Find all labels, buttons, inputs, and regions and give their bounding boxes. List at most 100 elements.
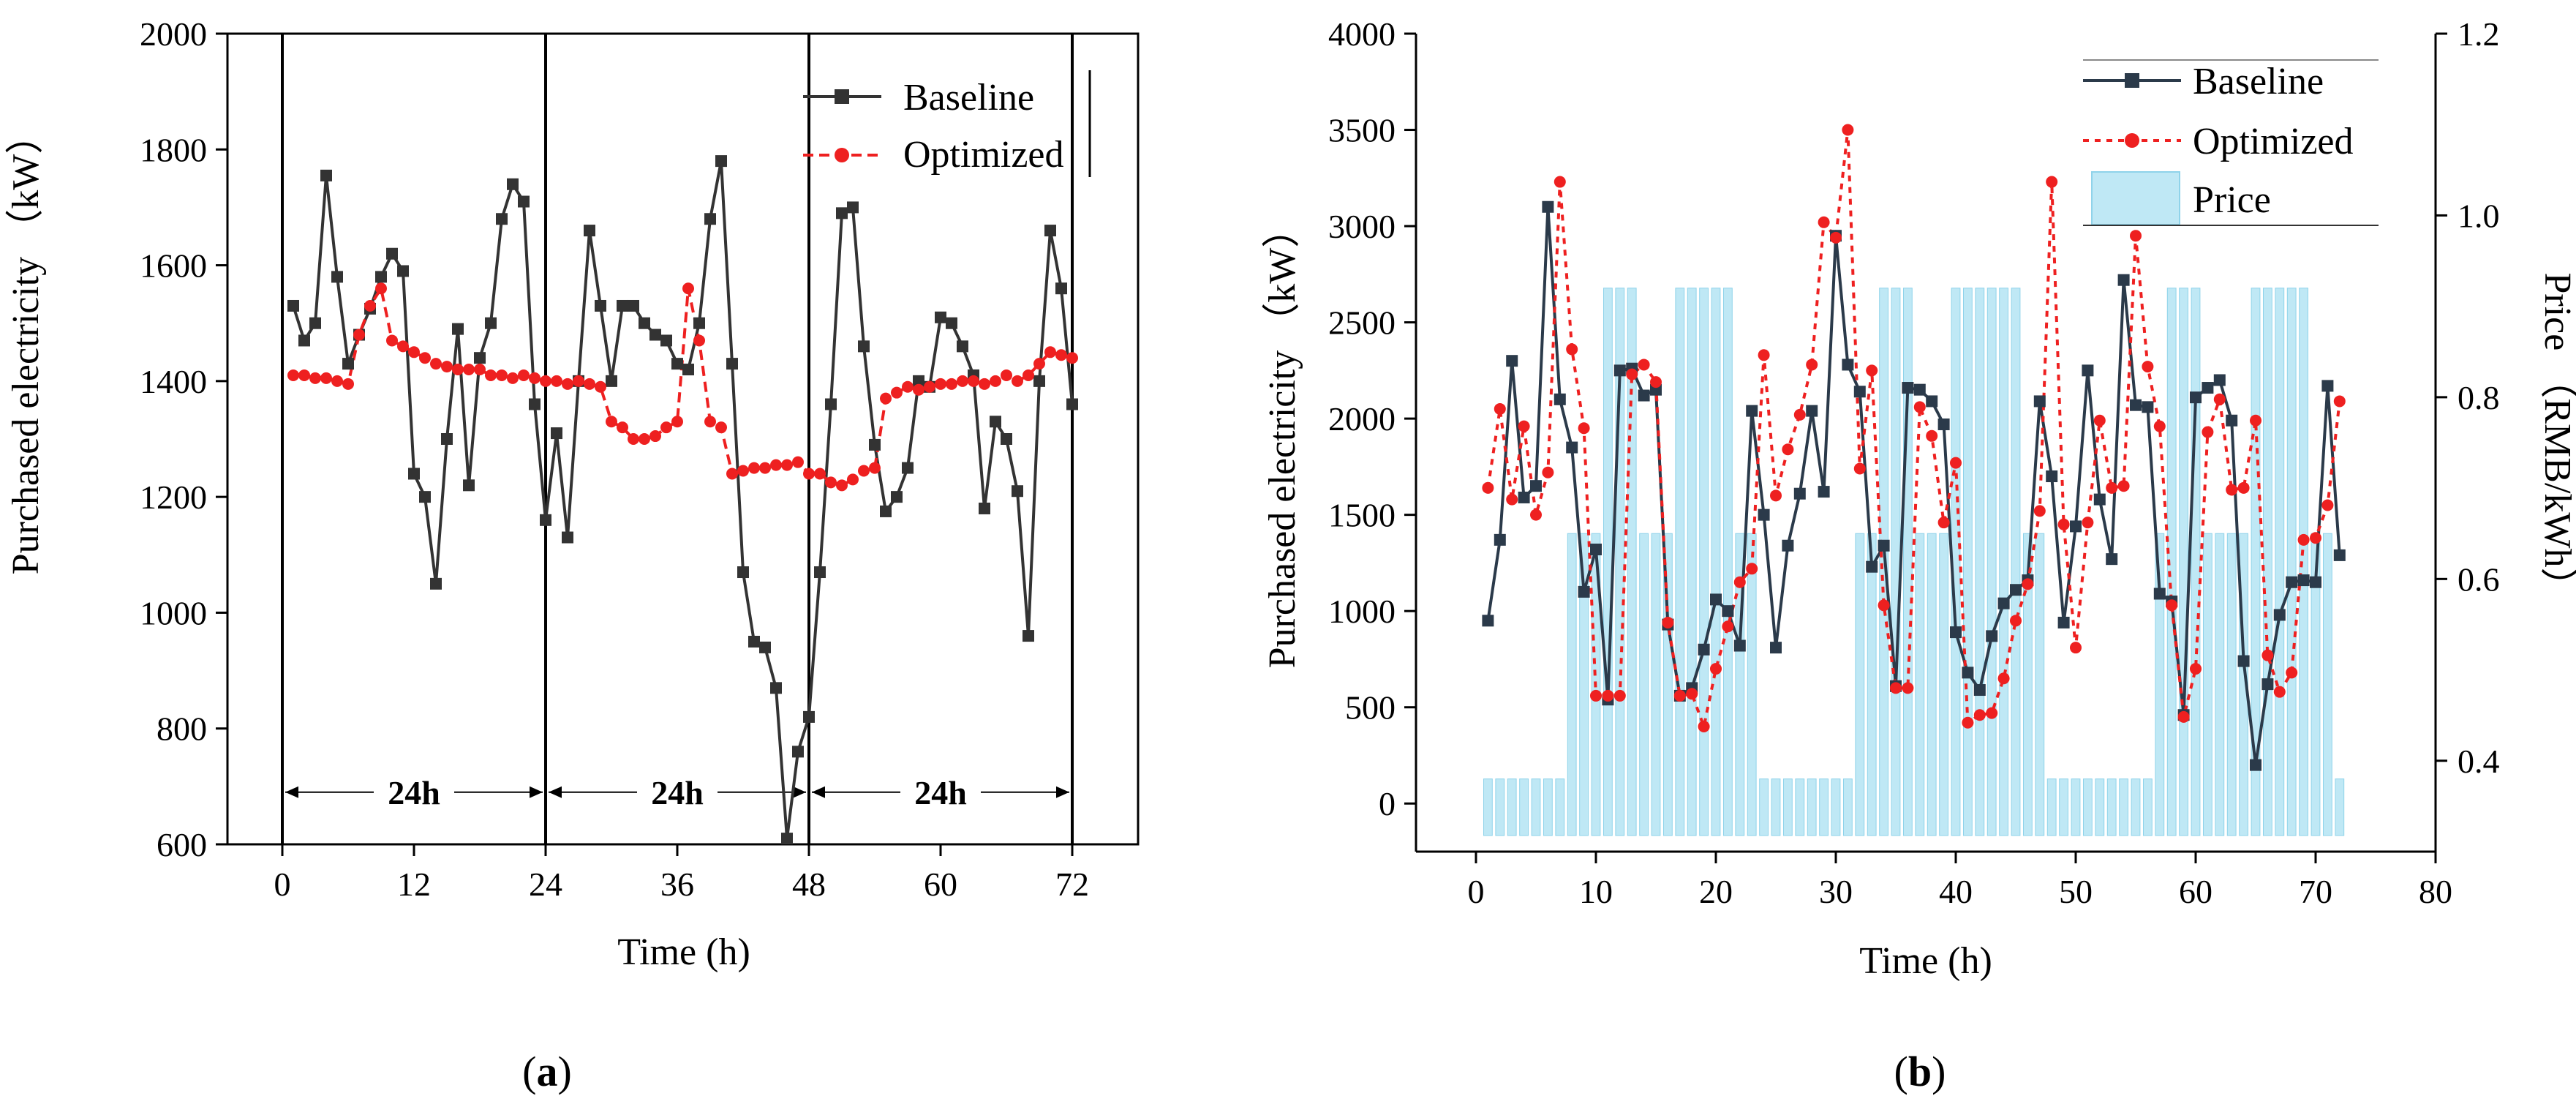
panel-a-legend-baseline-label: Baseline [903, 77, 1034, 119]
baseline-point [814, 566, 826, 579]
optimized-point [913, 383, 924, 396]
optimized-point [2237, 481, 2250, 494]
y-tick-label: 3000 [1328, 208, 1396, 245]
baseline-point [441, 433, 453, 445]
baseline-point [1806, 405, 1818, 417]
price-bar [2071, 778, 2081, 836]
baseline-point [1518, 491, 1530, 503]
optimized-point [924, 380, 935, 393]
price-bar [2022, 533, 2033, 836]
baseline-point [704, 213, 716, 225]
baseline-point [990, 416, 1001, 428]
day-span-arrow-left [549, 786, 562, 798]
price-bar [2179, 288, 2189, 836]
optimized-point [891, 386, 903, 399]
panel-a-series [287, 155, 1078, 845]
optimized-point [628, 433, 639, 445]
optimized-point [1866, 364, 1878, 377]
price-bar [1831, 778, 1841, 836]
optimized-point [1997, 672, 2010, 685]
baseline-point [2106, 553, 2118, 566]
price-bar [1782, 778, 1793, 836]
y-tick-label: 2000 [1328, 400, 1396, 438]
optimized-point [2166, 599, 2178, 612]
optimized-point [1023, 369, 1034, 381]
baseline-point [1066, 398, 1078, 410]
baseline-point [1506, 355, 1518, 367]
baseline-point [408, 468, 420, 480]
baseline-point [1590, 543, 1602, 555]
price-bar [1483, 778, 1493, 836]
y-tick-label: 1000 [1328, 593, 1396, 630]
optimized-point [726, 468, 738, 480]
x-tick-label: 24 [529, 866, 562, 903]
price-bar [1555, 778, 1565, 836]
price-bar [1507, 778, 1517, 836]
day-span-label: 24h [914, 774, 967, 811]
price-bar [2142, 778, 2153, 836]
optimized-point [836, 479, 848, 492]
optimized-point [1770, 489, 1782, 502]
optimized-point [584, 378, 595, 390]
price-bar [2131, 778, 2141, 836]
panel-a-caption: (a) [522, 1048, 572, 1095]
baseline-point [2153, 588, 2166, 600]
baseline-point [463, 479, 475, 492]
optimized-point [1542, 466, 1554, 478]
baseline-point [2130, 399, 2142, 411]
panel-a-legend-optimized-marker [835, 148, 849, 162]
price-bar [1807, 778, 1817, 836]
optimized-point [1746, 563, 1758, 575]
baseline-point [1818, 486, 1830, 498]
panel-a-x-axis-label: Time (h) [617, 931, 750, 973]
panel-b-legend-optimized-label: Optimized [2193, 121, 2354, 162]
optimized-point [880, 392, 892, 405]
baseline-point [320, 169, 332, 181]
panel-a-legend-baseline-marker [835, 89, 849, 104]
baseline-point [1001, 433, 1012, 445]
optimized-point [2202, 426, 2214, 438]
baseline-point [1793, 487, 1806, 500]
optimized-point [1913, 401, 1926, 413]
baseline-point [1973, 684, 1986, 697]
optimized-point [671, 416, 683, 428]
optimized-point [1530, 508, 1542, 521]
baseline-point [2273, 609, 2286, 621]
optimized-point [1518, 420, 1530, 432]
baseline-point [693, 317, 705, 329]
panel-a-chart: 24h 24h 24h 0 12 24 36 48 60 72 600 800 1000 1200 140… [5, 15, 1140, 1095]
price-bar [1795, 778, 1805, 836]
baseline-point [287, 299, 299, 312]
price-bar [2262, 288, 2272, 836]
x-tick-label: 30 [1819, 873, 1853, 910]
optimized-point [419, 352, 431, 364]
baseline-point [2070, 520, 2082, 533]
baseline-point [1482, 615, 1494, 627]
baseline-point [715, 155, 727, 168]
y-tick-label: 1000 [140, 594, 207, 631]
optimized-point [1973, 709, 1986, 721]
optimized-point [1818, 216, 1830, 228]
baseline-point [309, 317, 321, 329]
panel-b-series [1482, 124, 2346, 771]
panel-a-y-axis-label: Purchased electricity （kW） [5, 116, 47, 575]
optimized-point [1033, 358, 1045, 370]
optimized-point [518, 369, 530, 381]
optimized-point [287, 369, 299, 381]
baseline-point [1758, 508, 1770, 521]
baseline-point [1853, 386, 1866, 398]
baseline-point [1782, 539, 1794, 552]
baseline-point [2333, 549, 2346, 561]
optimized-point [474, 364, 486, 376]
baseline-point [836, 207, 848, 219]
baseline-point [770, 682, 782, 694]
baseline-point [1842, 359, 1854, 371]
baseline-point [397, 265, 409, 277]
optimized-point [1044, 346, 1056, 359]
baseline-point [825, 398, 837, 410]
optimized-point [309, 372, 321, 384]
optimized-point [2321, 499, 2334, 511]
panel-a-legend-optimized-label: Optimized [903, 134, 1064, 176]
baseline-point [1566, 441, 1578, 454]
optimized-point [353, 329, 365, 341]
